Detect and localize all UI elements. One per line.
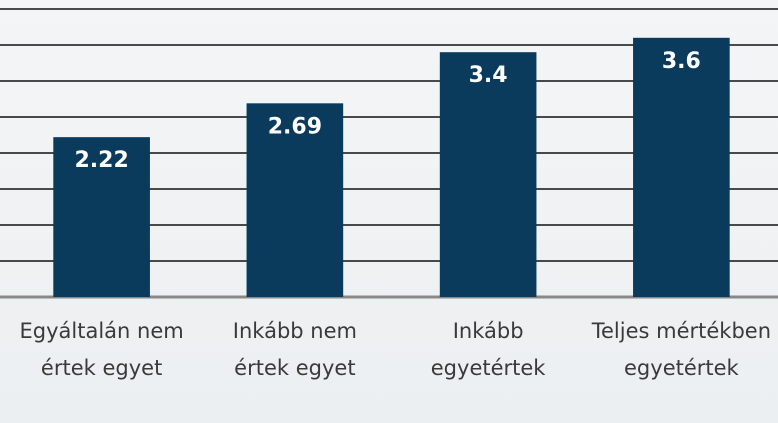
value-label: 3.6 <box>662 49 701 74</box>
x-tick-label: Egyáltalán nem értek egyet <box>19 319 184 380</box>
bar <box>246 103 344 297</box>
value-label: 3.4 <box>469 63 508 88</box>
bar <box>439 52 537 298</box>
chart: 2.22 2.69 3.4 3.6 <box>0 8 778 299</box>
x-tick-label: Inkább nem értek egyet <box>232 319 357 380</box>
bar <box>633 37 730 298</box>
value-label: 2.69 <box>268 114 322 139</box>
bar <box>53 137 150 297</box>
x-tick-label: Inkább egyetértek <box>430 319 546 380</box>
value-label: 2.22 <box>74 148 128 173</box>
x-tick-label: Teljes mértékben egyetértek <box>591 319 772 380</box>
